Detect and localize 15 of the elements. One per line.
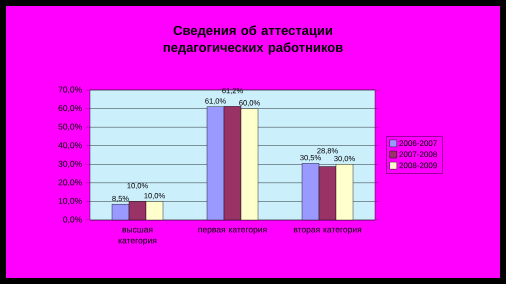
y-tick-label: 20,0% bbox=[58, 179, 82, 186]
y-tick-label: 0,0% bbox=[63, 216, 82, 224]
legend-label: 2007-2008 bbox=[399, 151, 437, 158]
y-tick-label: 60,0% bbox=[58, 105, 82, 112]
chart-title: Сведения об аттестации педагогических работников bbox=[164, 25, 343, 55]
y-tick-label: 70,0% bbox=[58, 86, 82, 94]
x-tick-label: высшая категория bbox=[118, 228, 156, 246]
y-tick-label: 50,0% bbox=[58, 124, 82, 131]
y-tick-label: 40,0% bbox=[58, 142, 82, 150]
y-tick-label: 30,0% bbox=[58, 160, 82, 168]
legend-label: 2008-2009 bbox=[399, 162, 437, 168]
y-tick-label: 10,0% bbox=[58, 198, 82, 205]
legend-label: 2006-2007 bbox=[399, 140, 437, 146]
x-tick-label: вторая категория bbox=[294, 228, 362, 234]
x-tick-label: первая категория bbox=[198, 228, 267, 234]
